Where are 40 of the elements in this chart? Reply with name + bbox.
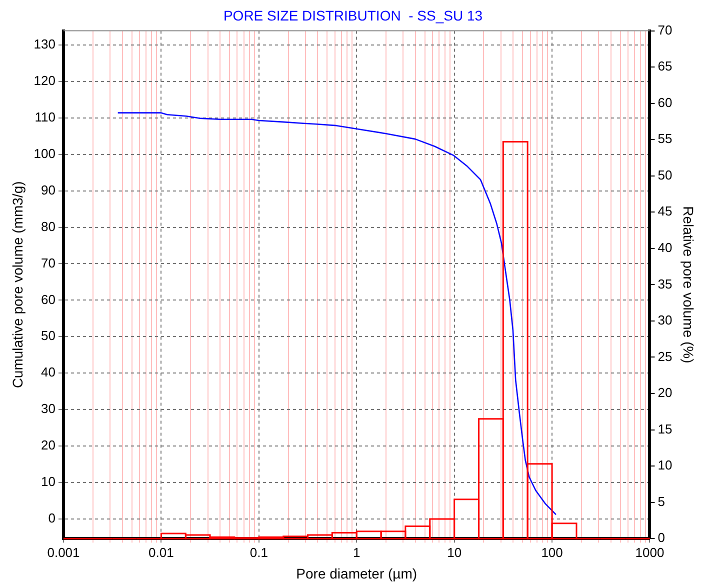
y-tick-label: 60 bbox=[41, 292, 56, 307]
y-tick-label: 100 bbox=[34, 146, 56, 161]
y-tick-label: 30 bbox=[41, 401, 56, 416]
x-tick-label: 10 bbox=[447, 544, 462, 560]
y2-tick-label: 35 bbox=[658, 276, 672, 292]
y-tick-label: 40 bbox=[41, 364, 56, 380]
x-tick-label: 0.01 bbox=[148, 544, 174, 560]
y-axis-title: Cumulative pore volume (mm3/g) bbox=[9, 181, 26, 388]
y-tick-label: 10 bbox=[41, 474, 56, 490]
y2-tick-label: 15 bbox=[658, 421, 672, 436]
x-tick-label: 100 bbox=[541, 544, 563, 560]
y2-tick-label: 60 bbox=[658, 94, 672, 110]
y2-tick-label: 65 bbox=[658, 58, 672, 74]
y2-tick-label: 40 bbox=[658, 240, 672, 256]
y2-tick-label: 30 bbox=[658, 312, 672, 328]
y2-tick-label: 20 bbox=[658, 385, 672, 400]
y-tick-label: 50 bbox=[41, 328, 56, 344]
x-tick-label: 0.001 bbox=[47, 544, 80, 560]
y2-tick-label: 5 bbox=[658, 494, 665, 509]
y-tick-label: 130 bbox=[34, 36, 56, 52]
y-tick-label: 110 bbox=[34, 110, 56, 124]
y2-tick-label: 0 bbox=[658, 530, 665, 546]
y-tick-label: 80 bbox=[41, 218, 56, 234]
y2-tick-label: 25 bbox=[658, 348, 672, 364]
y2-tick-label: 50 bbox=[658, 167, 672, 182]
y-tick-label: 120 bbox=[34, 73, 56, 88]
y2-tick-label: 55 bbox=[658, 131, 672, 146]
y2-tick-label: 45 bbox=[658, 204, 672, 219]
x-tick-label: 1 bbox=[353, 544, 360, 560]
y-tick-label: 90 bbox=[41, 182, 56, 198]
y-tick-label: 70 bbox=[41, 255, 56, 270]
y-tick-label: 20 bbox=[41, 438, 56, 453]
y2-axis-title: Relative pore volume (%) bbox=[680, 206, 697, 364]
y-tick-label: 0 bbox=[48, 510, 56, 526]
chart-title: PORE SIZE DISTRIBUTION - SS_SU 13 bbox=[223, 7, 483, 24]
y2-tick-label: 10 bbox=[658, 458, 672, 473]
x-tick-label: 1000 bbox=[635, 544, 664, 560]
x-axis-title: Pore diameter (µm) bbox=[296, 565, 418, 582]
x-tick-label: 0.1 bbox=[250, 544, 268, 560]
y2-tick-label: 70 bbox=[658, 22, 672, 38]
